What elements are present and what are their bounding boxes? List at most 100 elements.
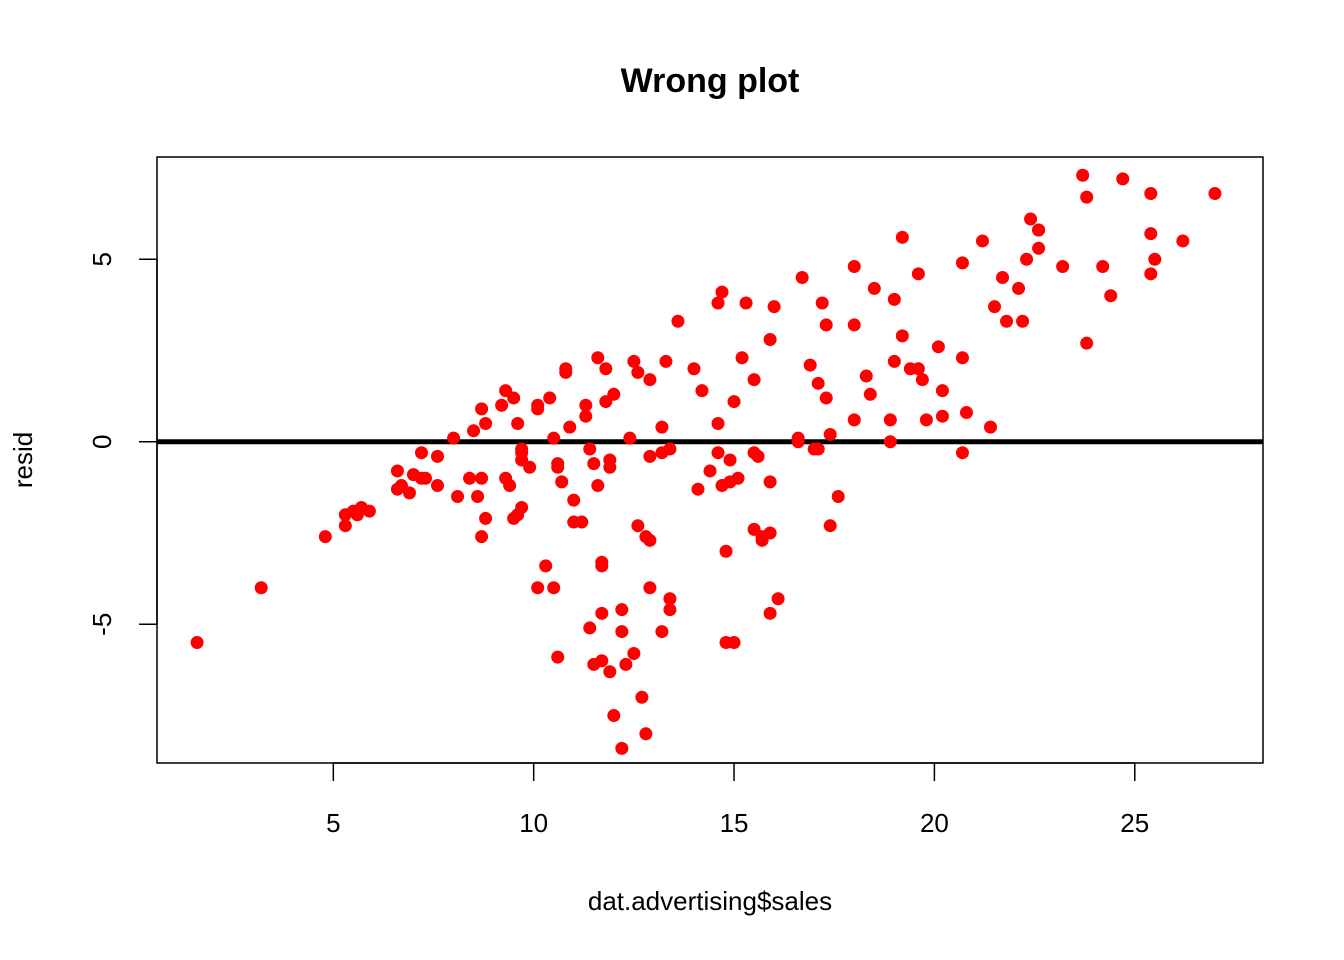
data-point xyxy=(559,362,573,376)
data-point xyxy=(847,318,861,332)
data-point xyxy=(711,446,725,460)
data-point xyxy=(390,464,404,478)
data-point xyxy=(895,230,909,244)
data-point xyxy=(1016,314,1030,328)
data-point xyxy=(915,373,929,387)
data-points xyxy=(190,168,1222,755)
data-point xyxy=(603,460,617,474)
data-point xyxy=(623,431,637,445)
data-point xyxy=(1032,241,1046,255)
data-point xyxy=(591,479,605,493)
data-point xyxy=(547,581,561,595)
data-point xyxy=(515,446,529,460)
data-point xyxy=(495,398,509,412)
data-point xyxy=(543,391,557,405)
data-point xyxy=(731,471,745,485)
data-point xyxy=(719,544,733,558)
x-tick-label: 15 xyxy=(720,808,749,838)
data-point xyxy=(531,398,545,412)
data-point xyxy=(639,727,653,741)
data-point xyxy=(1032,223,1046,237)
data-point xyxy=(1080,336,1094,350)
data-point xyxy=(715,285,729,299)
data-point xyxy=(955,446,969,460)
data-point xyxy=(727,636,741,650)
data-point xyxy=(318,530,332,544)
data-point xyxy=(996,270,1010,284)
data-point xyxy=(988,300,1002,314)
x-axis: 5 10 15 20 25 xyxy=(326,762,1149,838)
data-point xyxy=(631,365,645,379)
data-point xyxy=(1024,212,1038,226)
data-point xyxy=(771,592,785,606)
data-point xyxy=(767,300,781,314)
data-point xyxy=(627,646,641,660)
data-point xyxy=(431,479,445,493)
data-point xyxy=(811,376,825,390)
data-point xyxy=(467,424,481,438)
data-point xyxy=(803,358,817,372)
data-point xyxy=(727,395,741,409)
data-point xyxy=(254,581,268,595)
data-point xyxy=(471,490,485,504)
data-point xyxy=(867,281,881,295)
chart-title: Wrong plot xyxy=(621,62,800,100)
data-point xyxy=(795,270,809,284)
y-tick-label: -5 xyxy=(87,613,117,636)
data-point xyxy=(1012,281,1026,295)
data-point xyxy=(1148,252,1162,266)
data-point xyxy=(887,292,901,306)
data-point xyxy=(595,606,609,620)
data-point xyxy=(595,654,609,668)
data-point xyxy=(831,490,845,504)
data-point xyxy=(599,362,613,376)
data-point xyxy=(711,416,725,430)
data-point xyxy=(539,559,553,573)
data-point xyxy=(595,559,609,573)
data-point xyxy=(955,351,969,365)
data-point xyxy=(1096,260,1110,274)
data-point xyxy=(1116,172,1130,186)
data-point xyxy=(763,606,777,620)
data-point xyxy=(190,636,204,650)
data-point xyxy=(643,533,657,547)
data-point xyxy=(511,416,525,430)
data-point xyxy=(1056,260,1070,274)
data-point xyxy=(823,427,837,441)
data-point xyxy=(1144,227,1158,241)
data-point xyxy=(791,435,805,449)
data-point xyxy=(635,690,649,704)
data-point xyxy=(619,657,633,671)
data-point xyxy=(515,500,529,514)
data-point xyxy=(763,475,777,489)
data-point xyxy=(507,391,521,405)
data-point xyxy=(451,490,465,504)
data-point xyxy=(931,340,945,354)
data-point xyxy=(1104,289,1118,303)
data-point xyxy=(815,296,829,310)
data-point xyxy=(747,373,761,387)
data-point xyxy=(763,526,777,540)
data-point xyxy=(883,435,897,449)
data-point xyxy=(823,519,837,533)
data-point xyxy=(615,625,629,639)
data-point xyxy=(1080,190,1094,204)
data-point xyxy=(703,464,717,478)
data-point xyxy=(695,384,709,398)
data-point xyxy=(479,511,493,525)
data-point xyxy=(984,420,998,434)
data-point xyxy=(579,398,593,412)
data-point xyxy=(819,318,833,332)
x-axis-label: dat.advertising$sales xyxy=(588,886,832,916)
data-point xyxy=(575,515,589,529)
data-point xyxy=(751,449,765,463)
data-point xyxy=(935,409,949,423)
data-point xyxy=(663,442,677,456)
x-tick-label: 10 xyxy=(519,808,548,838)
data-point xyxy=(663,603,677,617)
data-point xyxy=(687,362,701,376)
data-point xyxy=(811,442,825,456)
data-point xyxy=(975,234,989,248)
data-point xyxy=(763,333,777,347)
y-tick-label: 0 xyxy=(87,435,117,449)
